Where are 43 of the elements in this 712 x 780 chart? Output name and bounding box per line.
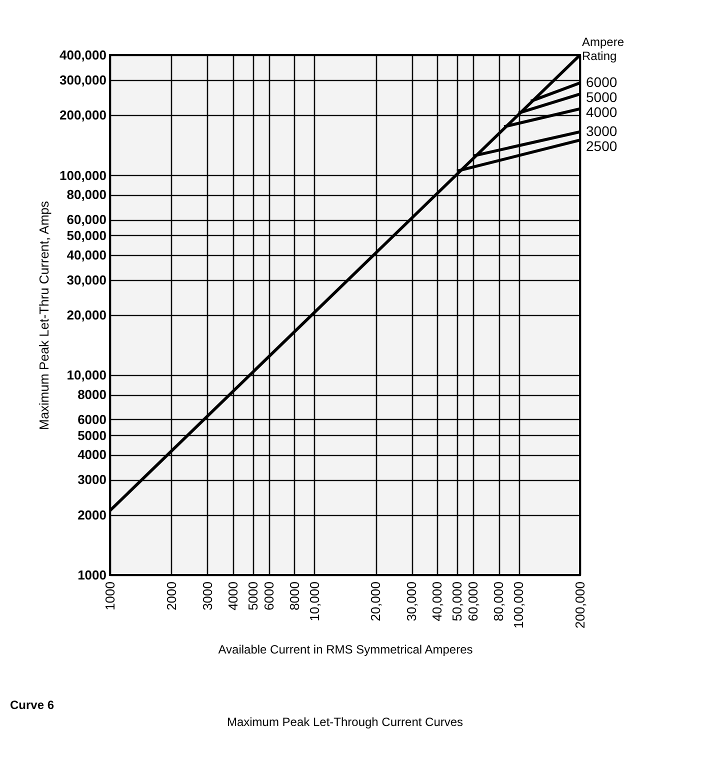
x-tick-label: 4000 bbox=[225, 582, 240, 610]
y-tick-label: 80,000 bbox=[66, 187, 106, 202]
y-tick-label: 40,000 bbox=[66, 247, 106, 262]
y-tick-label: 2000 bbox=[78, 507, 106, 522]
legend-title: Ampere Rating bbox=[582, 35, 624, 63]
x-tick-label: 5000 bbox=[245, 582, 260, 610]
x-tick-label: 3000 bbox=[200, 582, 215, 610]
x-tick-label: 80,000 bbox=[491, 582, 506, 622]
x-tick-label: 2000 bbox=[164, 582, 179, 610]
y-tick-label: 1000 bbox=[78, 568, 106, 582]
x-tick-label: 10,000 bbox=[306, 582, 322, 622]
x-axis-title: Available Current in RMS Symmetrical Amperes bbox=[218, 642, 473, 656]
series-label: 2500 bbox=[586, 138, 618, 154]
text: Maximum Peak Let-Through Current Curves bbox=[226, 715, 464, 729]
y-tick-label: 30,000 bbox=[66, 272, 106, 288]
series-label: 6000 bbox=[586, 74, 618, 90]
x-tick-label: 100,000 bbox=[511, 582, 526, 628]
x-tick-label: 8000 bbox=[286, 582, 302, 610]
series-label: 3000 bbox=[586, 122, 618, 139]
series-label: 4000 bbox=[586, 104, 618, 120]
y-tick-label: 4000 bbox=[78, 447, 106, 462]
y-tick-label: 300,000 bbox=[60, 72, 106, 88]
series-label: 5000 bbox=[586, 88, 618, 105]
x-tick-label: 6000 bbox=[261, 582, 276, 610]
y-tick-label: 20,000 bbox=[66, 308, 106, 322]
y-tick-label: 8000 bbox=[78, 387, 106, 402]
y-tick-label: 200,000 bbox=[60, 108, 106, 123]
y-tick-label: 6000 bbox=[78, 412, 106, 427]
y-tick-label: 60,000 bbox=[66, 212, 106, 228]
y-tick-label: 100,000 bbox=[60, 168, 106, 183]
text: Curve 6 bbox=[10, 698, 54, 712]
x-tick-label: 60,000 bbox=[466, 582, 481, 622]
y-tick-label: 400,000 bbox=[60, 48, 106, 62]
x-tick-label: 20,000 bbox=[368, 582, 384, 622]
x-tick-label: 40,000 bbox=[430, 582, 445, 622]
y-axis-title: Maximum Peak Let-Thru Current, Amps bbox=[36, 200, 52, 430]
x-tick-label: 50,000 bbox=[450, 582, 465, 622]
x-tick-label: 30,000 bbox=[404, 582, 420, 622]
y-tick-label: 10,000 bbox=[66, 368, 106, 383]
y-tick-label: 5000 bbox=[78, 428, 106, 443]
x-tick-label: 200,000 bbox=[572, 582, 588, 628]
y-tick-label: 3000 bbox=[78, 472, 106, 488]
y-tick-label: 50,000 bbox=[66, 228, 106, 243]
